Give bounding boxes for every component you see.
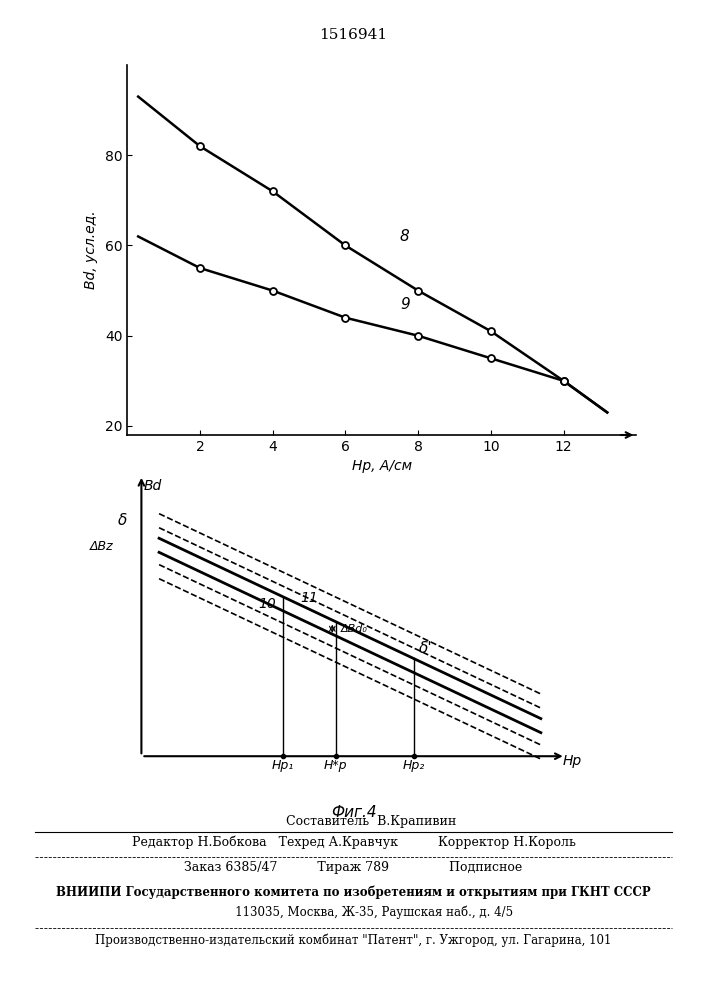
Text: Производственно-издательский комбинат "Патент", г. Ужгород, ул. Гагарина, 101: Производственно-издательский комбинат "П… — [95, 933, 612, 947]
Text: 10: 10 — [258, 597, 276, 611]
Text: Hp₂: Hp₂ — [402, 759, 425, 772]
Text: Редактор Н.Бобкова   Техред А.Кравчук          Корректор Н.Король: Редактор Н.Бобкова Техред А.Кравчук Корр… — [132, 835, 575, 849]
Text: ΔBd₀: ΔBd₀ — [341, 624, 368, 634]
Text: Нр: Нр — [563, 754, 583, 768]
Text: Заказ 6385/47          Тираж 789               Подписное: Заказ 6385/47 Тираж 789 Подписное — [185, 860, 522, 874]
Text: H*p: H*p — [324, 759, 348, 772]
Text: Bd: Bd — [144, 479, 161, 493]
Text: ΔBz: ΔBz — [90, 540, 113, 553]
Text: δ': δ' — [419, 641, 433, 656]
X-axis label: Нр, А/см: Нр, А/см — [351, 459, 412, 473]
Text: ВНИИПИ Государственного комитета по изобретениям и открытиям при ГКНТ СССР: ВНИИПИ Государственного комитета по изоб… — [56, 885, 651, 899]
Text: 9: 9 — [400, 297, 410, 312]
Text: 1516941: 1516941 — [320, 28, 387, 42]
Text: 8: 8 — [400, 229, 410, 244]
Text: Составитель  В.Крапивин: Составитель В.Крапивин — [250, 816, 457, 828]
Y-axis label: Bd, усл.ед.: Bd, усл.ед. — [84, 211, 98, 289]
Text: δ: δ — [118, 513, 127, 528]
Text: 11: 11 — [300, 591, 318, 605]
Text: 113035, Москва, Ж-35, Раушская наб., д. 4/5: 113035, Москва, Ж-35, Раушская наб., д. … — [194, 905, 513, 919]
Text: Фиг.4: Фиг.4 — [331, 805, 376, 820]
Text: Hp₁: Hp₁ — [271, 759, 294, 772]
Text: Фиг.3: Фиг.3 — [359, 486, 404, 501]
